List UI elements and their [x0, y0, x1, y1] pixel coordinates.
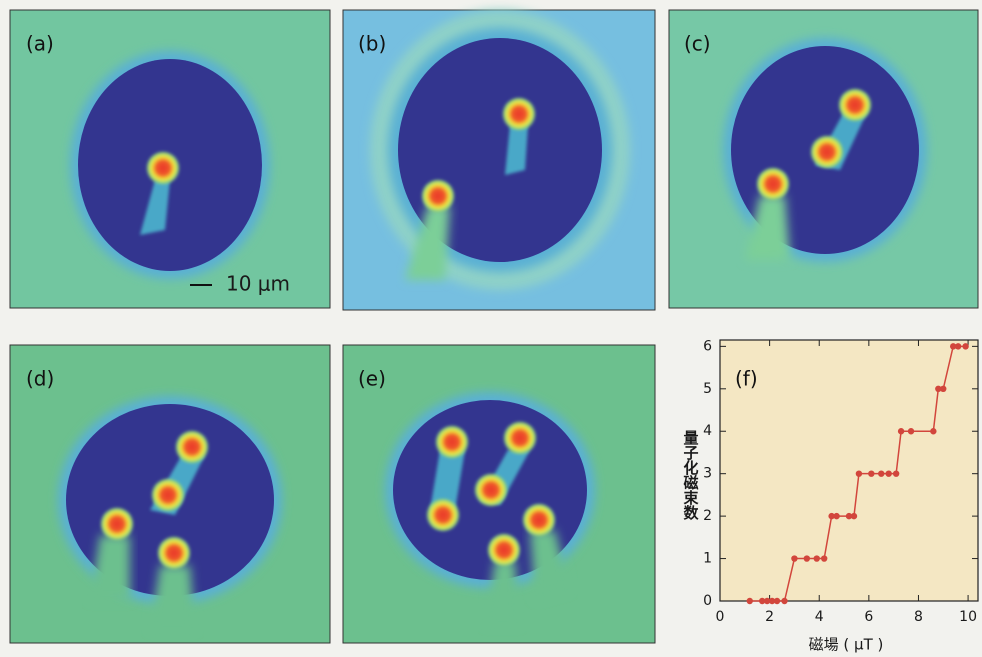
x-tick-label: 6: [864, 609, 873, 625]
data-point: [773, 597, 781, 605]
data-point: [897, 428, 905, 435]
data-point: [954, 343, 962, 350]
data-point: [781, 597, 788, 605]
data-point: [868, 470, 875, 477]
chart: 量子化磁束数 磁場 ( μT ) 0 2 4 6 8 10 0 1 2 3 4 5 6 (f): [682, 338, 979, 654]
panel-label: (b): [358, 32, 386, 56]
panel-label: (c): [684, 32, 711, 56]
plot-area: [719, 339, 979, 602]
data-point: [855, 470, 863, 477]
panel-label: (a): [26, 32, 54, 56]
data-point: [935, 385, 942, 393]
data-point: [813, 555, 820, 562]
panel-a: 10 μm (a): [9, 9, 331, 309]
data-point: [820, 555, 828, 562]
scale-bar-label: 10 μm: [226, 272, 290, 296]
data-point: [768, 597, 776, 605]
data-point: [878, 470, 885, 477]
x-tick-label: 0: [716, 609, 725, 625]
panel-b: (b): [342, 9, 656, 311]
y-tick-label: 3: [703, 466, 712, 482]
data-point: [930, 428, 937, 435]
data-point: [940, 385, 947, 393]
y-tick-label: 0: [703, 593, 712, 609]
y-axis-label: 量子化磁束数: [682, 430, 700, 521]
data-point: [850, 512, 858, 520]
x-tick-label: 2: [765, 609, 774, 625]
panel-d: (d): [9, 344, 331, 644]
data-point: [892, 470, 900, 477]
x-axis-label: 磁場 ( μT ): [809, 636, 884, 654]
data-point: [763, 597, 771, 605]
data-point: [885, 470, 892, 477]
data-point: [828, 512, 835, 520]
x-tick-label: 8: [914, 609, 923, 625]
x-tick-label: 10: [959, 609, 977, 625]
panel-e: (e): [342, 344, 656, 644]
panel-label: (d): [26, 367, 54, 391]
y-tick-label: 5: [703, 381, 712, 397]
x-tick-label: 4: [815, 609, 824, 625]
panel-label: (e): [358, 367, 386, 391]
y-tick-label: 6: [703, 338, 712, 354]
data-point: [962, 343, 969, 350]
panel-c: (c): [668, 9, 979, 309]
y-tick-label: 4: [703, 423, 712, 439]
data-point: [746, 597, 753, 605]
panel-label: (f): [735, 367, 758, 391]
data-point: [803, 555, 811, 562]
y-tick-label: 1: [703, 551, 712, 567]
data-point: [758, 597, 766, 605]
data-point: [845, 512, 853, 520]
data-point: [907, 428, 915, 435]
data-point: [949, 343, 957, 350]
data-point: [833, 512, 840, 520]
y-tick-label: 2: [703, 508, 712, 524]
data-point: [791, 555, 798, 562]
